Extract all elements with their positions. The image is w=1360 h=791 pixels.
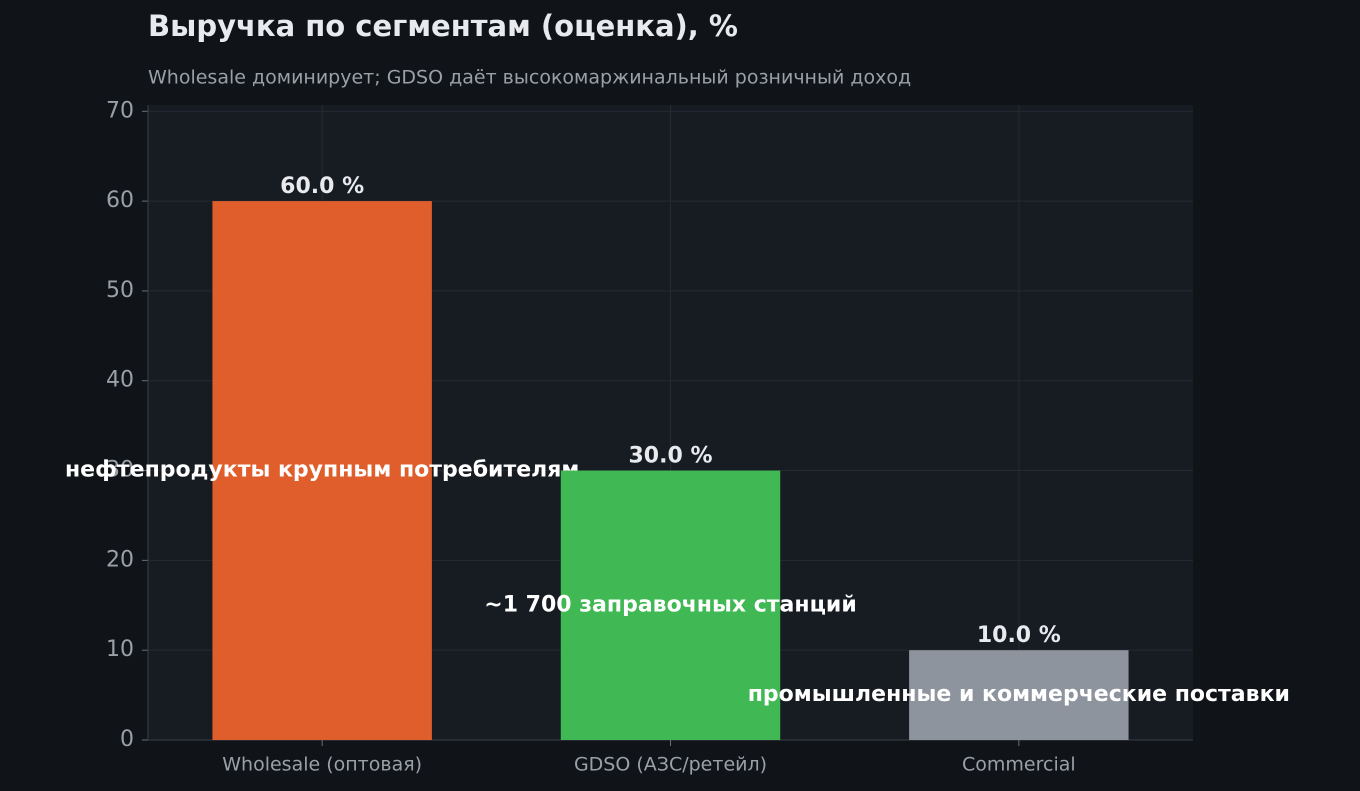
bar bbox=[560, 470, 781, 740]
chart-subtitle: Wholesale доминирует; GDSO даёт высокома… bbox=[148, 67, 911, 89]
annotation: нефтепродукты крупным потребителям bbox=[65, 458, 579, 483]
x-tick-label: GDSO (АЗС/ретейл) bbox=[574, 754, 767, 776]
bar bbox=[909, 650, 1129, 740]
y-tick-label: 70 bbox=[106, 98, 134, 123]
x-tick-label: Wholesale (оптовая) bbox=[222, 754, 422, 776]
x-tick-label: Commercial bbox=[962, 754, 1076, 776]
chart-title: Выручка по сегментам (оценка), % bbox=[148, 9, 738, 43]
value-label: 60.0 % bbox=[280, 174, 364, 199]
y-tick-label: 60 bbox=[106, 188, 134, 213]
bar bbox=[212, 201, 432, 740]
y-tick-label: 0 bbox=[120, 727, 134, 752]
y-tick-label: 30 bbox=[106, 458, 134, 483]
y-tick-label: 10 bbox=[106, 637, 134, 662]
y-tick-label: 50 bbox=[106, 278, 134, 303]
value-label: 30.0 % bbox=[629, 444, 713, 469]
value-label: 10.0 % bbox=[977, 623, 1061, 648]
y-tick-label: 20 bbox=[106, 547, 134, 572]
y-tick-label: 40 bbox=[106, 368, 134, 393]
annotation: промышленные и коммерческие поставки bbox=[748, 682, 1290, 707]
annotation: ~1 700 заправочных станций bbox=[484, 592, 856, 617]
